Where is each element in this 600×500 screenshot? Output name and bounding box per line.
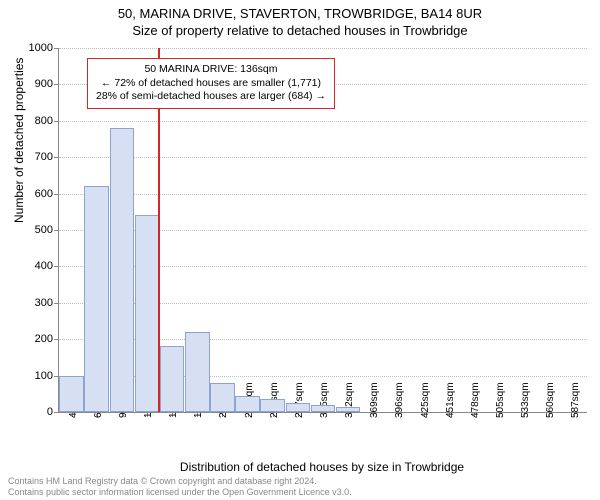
histogram-bar xyxy=(185,332,210,412)
xtick-label: 369sqm xyxy=(369,382,380,418)
ytick-mark xyxy=(54,339,59,340)
histogram-bar xyxy=(135,215,160,412)
gridline xyxy=(59,48,587,49)
histogram-bar xyxy=(260,399,285,412)
histogram-bar xyxy=(160,346,185,412)
ytick-mark xyxy=(54,266,59,267)
ytick-label: 100 xyxy=(35,370,53,382)
ytick-mark xyxy=(54,303,59,304)
xtick-label: 342sqm xyxy=(344,382,355,418)
gridline xyxy=(59,194,587,195)
ytick-label: 800 xyxy=(35,115,53,127)
ytick-mark xyxy=(54,230,59,231)
title-line-1: 50, MARINA DRIVE, STAVERTON, TROWBRIDGE,… xyxy=(0,6,600,21)
chart-title-block: 50, MARINA DRIVE, STAVERTON, TROWBRIDGE,… xyxy=(0,6,600,38)
ytick-mark xyxy=(54,157,59,158)
xtick-label: 396sqm xyxy=(394,382,405,418)
xtick-label: 425sqm xyxy=(420,382,431,418)
histogram-bar xyxy=(235,396,260,412)
xtick-label: 315sqm xyxy=(319,382,330,418)
gridline xyxy=(59,121,587,122)
ytick-label: 0 xyxy=(47,406,53,418)
histogram-bar xyxy=(286,403,311,412)
xtick-label: 478sqm xyxy=(470,382,481,418)
annotation-line-3: 28% of semi-detached houses are larger (… xyxy=(96,90,326,104)
histogram-bar xyxy=(84,186,109,412)
ytick-mark xyxy=(54,48,59,49)
ytick-mark xyxy=(54,412,59,413)
gridline xyxy=(59,157,587,158)
histogram-bar xyxy=(336,407,361,412)
plot-area: 0100200300400500600700800900100042sqm69s… xyxy=(58,48,587,413)
ytick-label: 200 xyxy=(35,333,53,345)
xtick-label: 287sqm xyxy=(294,382,305,418)
xtick-label: 451sqm xyxy=(445,382,456,418)
ytick-label: 300 xyxy=(35,297,53,309)
ytick-label: 400 xyxy=(35,260,53,272)
ytick-mark xyxy=(54,121,59,122)
xtick-label: 533sqm xyxy=(520,382,531,418)
ytick-label: 1000 xyxy=(29,42,53,54)
footer-line-2: Contains public sector information licen… xyxy=(8,487,352,498)
ytick-label: 600 xyxy=(35,188,53,200)
histogram-bar xyxy=(311,405,336,412)
histogram-bar xyxy=(110,128,135,412)
histogram-bar xyxy=(210,383,235,412)
footer-line-1: Contains HM Land Registry data © Crown c… xyxy=(8,476,352,487)
annotation-box: 50 MARINA DRIVE: 136sqm← 72% of detached… xyxy=(87,58,335,109)
x-axis-label: Distribution of detached houses by size … xyxy=(58,460,586,474)
xtick-label: 505sqm xyxy=(495,382,506,418)
annotation-line-1: 50 MARINA DRIVE: 136sqm xyxy=(96,63,326,77)
ytick-mark xyxy=(54,84,59,85)
ytick-label: 900 xyxy=(35,78,53,90)
histogram-bar xyxy=(59,376,84,412)
y-axis-label: Number of detached properties xyxy=(12,58,26,223)
annotation-line-2: ← 72% of detached houses are smaller (1,… xyxy=(96,77,326,91)
title-line-2: Size of property relative to detached ho… xyxy=(0,23,600,38)
ytick-mark xyxy=(54,376,59,377)
ytick-label: 500 xyxy=(35,224,53,236)
ytick-label: 700 xyxy=(35,151,53,163)
footer-attribution: Contains HM Land Registry data © Crown c… xyxy=(8,476,352,498)
ytick-mark xyxy=(54,194,59,195)
xtick-label: 587sqm xyxy=(570,382,581,418)
xtick-label: 560sqm xyxy=(545,382,556,418)
